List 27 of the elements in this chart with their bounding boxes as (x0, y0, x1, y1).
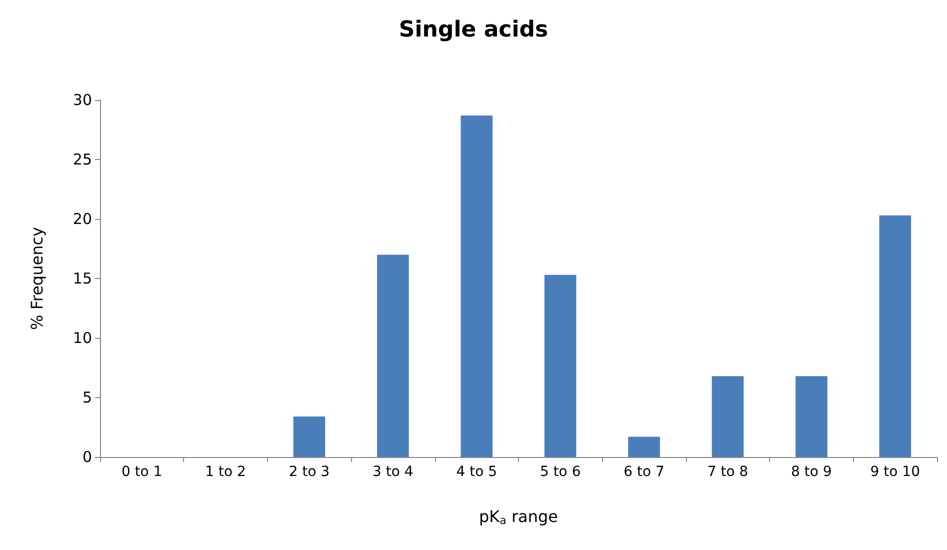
y-tick-label: 10 (72, 329, 92, 347)
x-tick-label: 7 to 8 (707, 464, 748, 480)
y-tick-label: 0 (82, 448, 92, 466)
bar (628, 436, 660, 457)
bar (712, 376, 744, 457)
x-tick-label: 4 to 5 (456, 464, 498, 480)
y-tick-label: 30 (72, 91, 92, 109)
x-tick-label: 6 to 7 (624, 464, 664, 480)
x-tick-label: 5 to 6 (540, 464, 581, 480)
bar (293, 416, 326, 457)
x-tick-label: 0 to 1 (121, 464, 162, 480)
y-tick-label: 5 (82, 388, 92, 406)
bar (796, 376, 828, 457)
x-tick-label: 2 to 3 (288, 464, 330, 480)
bar (377, 254, 409, 457)
x-tick-label: 9 to 10 (870, 464, 920, 480)
y-axis-title: % Frequency (28, 227, 46, 330)
y-tick-label: 20 (72, 210, 92, 228)
bar (460, 115, 493, 457)
chart-title: Single acids (398, 18, 548, 42)
bar (544, 274, 576, 457)
y-tick-label: 15 (72, 270, 92, 288)
x-tick-label: 3 to 4 (372, 464, 414, 480)
y-tick-label: 25 (72, 150, 92, 168)
x-tick-label: 8 to 9 (791, 464, 832, 480)
bar (879, 215, 912, 457)
x-tick-label: 1 to 2 (205, 464, 246, 480)
